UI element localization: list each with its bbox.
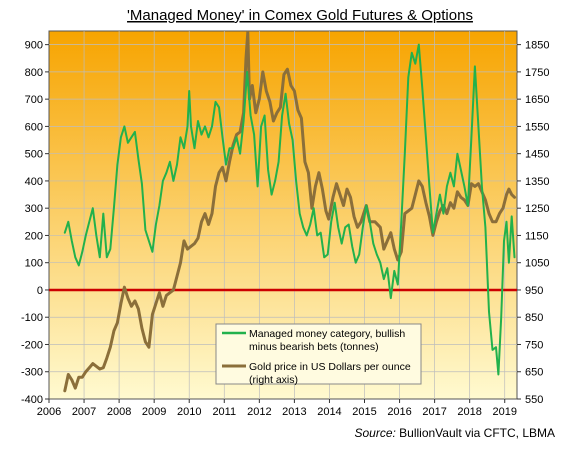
chart-title: 'Managed Money' in Comex Gold Futures & … — [127, 7, 473, 24]
left-tick-label: 500 — [25, 149, 43, 161]
legend-gold-price-line2: (right axis) — [249, 374, 298, 386]
legend-gold-price-line1: Gold price in US Dollars per ounce — [249, 361, 411, 373]
right-tick-label: 1450 — [525, 149, 549, 161]
managed-money-line — [63, 43, 516, 376]
right-tick-label: 750 — [525, 339, 543, 351]
x-tick-label: 2007 — [72, 406, 96, 418]
right-tick-label: 850 — [525, 312, 543, 324]
x-tick-label: 2014 — [317, 406, 341, 418]
left-tick-label: 400 — [25, 176, 43, 188]
left-tick-label: 0 — [37, 285, 43, 297]
legend: Managed money category, bullish minus be… — [215, 323, 422, 386]
x-tick-label: 2016 — [387, 406, 411, 418]
right-tick-label: 1250 — [525, 203, 549, 215]
legend-managed-money-line2: minus bearish bets (tonnes) — [249, 341, 379, 353]
legend-box — [215, 323, 422, 385]
right-tick-label: 1650 — [525, 94, 549, 106]
left-tick-label: 800 — [25, 67, 43, 79]
x-tick-label: 2012 — [247, 406, 271, 418]
left-tick-label: -300 — [21, 367, 43, 379]
right-tick-label: 1350 — [525, 176, 549, 188]
right-tick-label: 1850 — [525, 40, 549, 52]
right-tick-label: 1550 — [525, 121, 549, 133]
left-tick-label: 100 — [25, 258, 43, 270]
left-tick-label: 700 — [25, 94, 43, 106]
right-tick-label: 650 — [525, 367, 543, 379]
left-tick-label: -200 — [21, 339, 43, 351]
left-tick-label: -100 — [21, 312, 43, 324]
source-text: BullionVault via CFTC, LBMA — [396, 426, 555, 440]
grid-lines — [49, 31, 517, 399]
x-tick-label: 2006 — [37, 406, 61, 418]
source-note: Source: BullionVault via CFTC, LBMA — [354, 426, 555, 440]
right-tick-label: 1050 — [525, 258, 549, 270]
right-tick-label: 550 — [525, 394, 543, 406]
left-tick-label: 300 — [25, 203, 43, 215]
x-tick-label: 2008 — [107, 406, 131, 418]
source-prefix: Source: — [354, 426, 395, 440]
x-tick-label: 2013 — [282, 406, 306, 418]
left-tick-label: 900 — [25, 40, 43, 52]
x-tick-label: 2018 — [457, 406, 481, 418]
right-tick-label: 1150 — [525, 230, 549, 242]
x-tick-label: 2017 — [422, 406, 446, 418]
left-tick-label: -400 — [21, 394, 43, 406]
right-tick-label: 950 — [525, 285, 543, 297]
legend-managed-money-line1: Managed money category, bullish — [249, 328, 405, 340]
x-tick-label: 2019 — [492, 406, 516, 418]
series-group — [63, 30, 516, 393]
x-tick-label: 2015 — [352, 406, 376, 418]
right-tick-label: 1750 — [525, 67, 549, 79]
left-tick-label: 600 — [25, 121, 43, 133]
left-tick-label: 200 — [25, 230, 43, 242]
x-tick-label: 2010 — [177, 406, 201, 418]
x-tick-label: 2009 — [142, 406, 166, 418]
x-tick-label: 2011 — [212, 406, 236, 418]
axis-group: -400 -300 -200 -100 0 100 200 300 400 500 600 700 80… — [21, 40, 550, 418]
